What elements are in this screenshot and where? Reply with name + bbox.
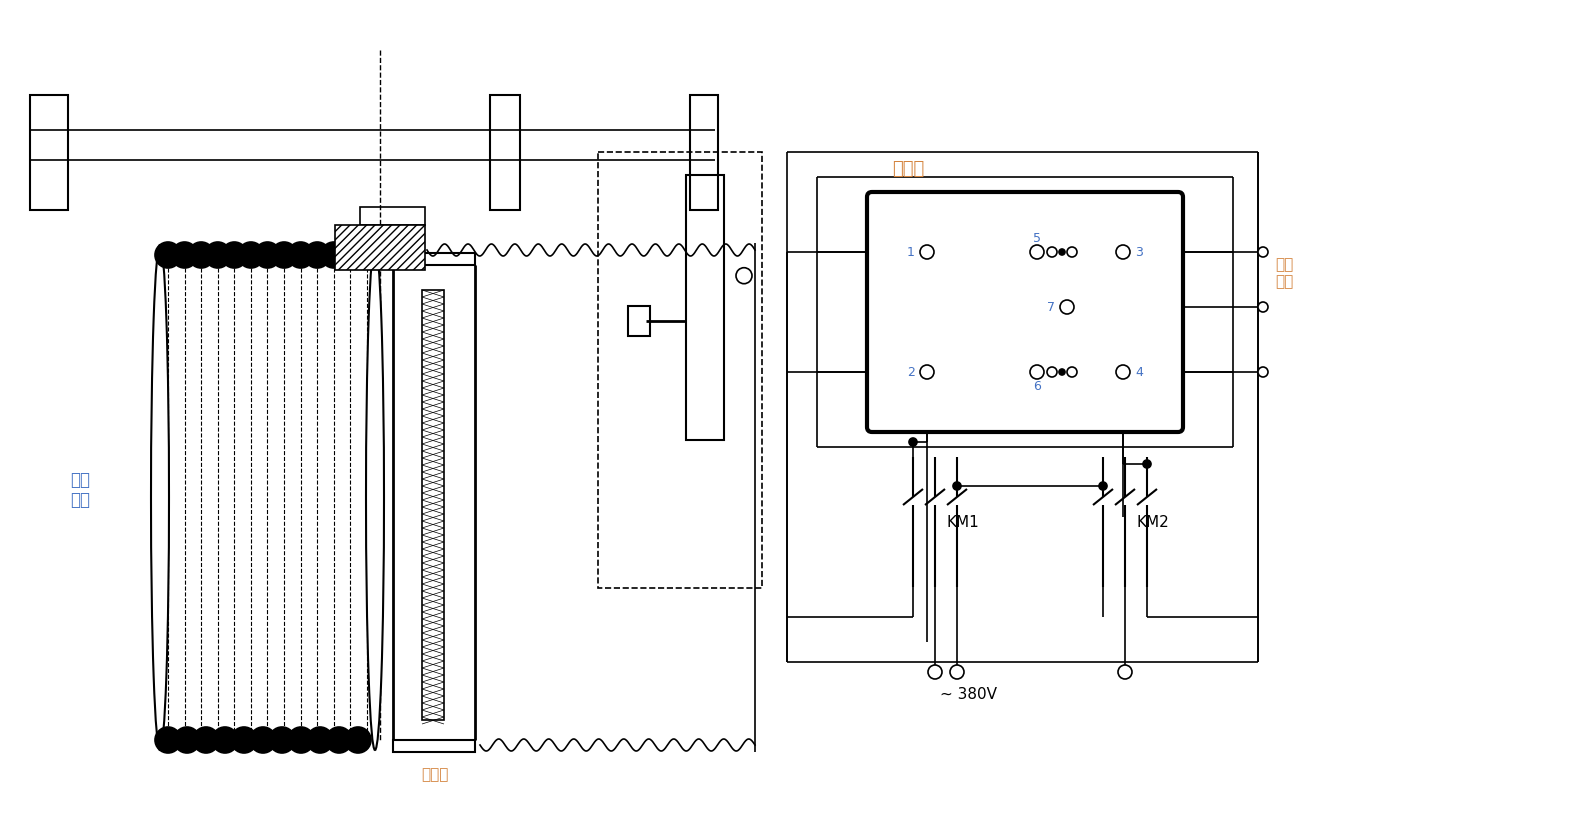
Circle shape (1258, 302, 1268, 312)
Circle shape (737, 268, 753, 284)
Circle shape (304, 242, 331, 268)
Text: KM1: KM1 (947, 515, 980, 530)
Text: KM2: KM2 (1138, 515, 1169, 530)
Circle shape (345, 727, 371, 753)
Circle shape (1118, 665, 1133, 679)
Bar (393, 253, 476, 265)
Bar (336, 225, 425, 270)
Text: 卷扬
电机: 卷扬 电机 (1274, 257, 1293, 290)
Circle shape (221, 242, 247, 268)
Circle shape (188, 242, 215, 268)
Bar (686, 175, 724, 440)
Circle shape (154, 727, 181, 753)
Circle shape (1142, 460, 1150, 468)
Circle shape (950, 665, 964, 679)
Circle shape (1258, 247, 1268, 257)
Bar (30, 95, 68, 210)
Circle shape (1047, 367, 1056, 377)
Text: 7: 7 (1047, 300, 1055, 314)
Text: 2: 2 (907, 365, 915, 378)
Circle shape (920, 245, 934, 259)
Bar (422, 290, 444, 720)
Circle shape (288, 242, 313, 268)
Circle shape (1060, 369, 1064, 375)
Circle shape (355, 242, 380, 268)
Circle shape (154, 242, 181, 268)
Text: 断火器: 断火器 (893, 160, 924, 178)
Text: 钢绳
卷筒: 钢绳 卷筒 (70, 471, 91, 510)
Circle shape (321, 242, 347, 268)
Circle shape (1060, 300, 1074, 314)
Circle shape (307, 727, 333, 753)
Circle shape (326, 727, 352, 753)
Bar (628, 305, 651, 336)
Circle shape (1068, 247, 1077, 257)
Text: 排绳器: 排绳器 (422, 768, 449, 783)
Circle shape (1029, 365, 1044, 379)
Text: 6: 6 (1033, 379, 1041, 393)
Text: 3: 3 (1134, 246, 1142, 258)
Bar (360, 207, 425, 225)
Circle shape (953, 482, 961, 490)
Circle shape (205, 242, 231, 268)
Text: 1: 1 (907, 246, 915, 258)
Circle shape (231, 727, 258, 753)
Circle shape (239, 242, 264, 268)
Text: 4: 4 (1134, 365, 1142, 378)
Circle shape (255, 242, 280, 268)
Text: 5: 5 (1033, 232, 1041, 245)
Bar (690, 95, 718, 210)
Circle shape (1099, 482, 1107, 490)
Circle shape (250, 727, 275, 753)
Circle shape (270, 242, 298, 268)
Circle shape (173, 727, 200, 753)
FancyBboxPatch shape (867, 192, 1184, 432)
Circle shape (212, 727, 239, 753)
Circle shape (337, 242, 363, 268)
Circle shape (1115, 245, 1130, 259)
Circle shape (288, 727, 313, 753)
Bar (598, 152, 762, 588)
Circle shape (1068, 367, 1077, 377)
Circle shape (1029, 245, 1044, 259)
Ellipse shape (151, 245, 169, 750)
Bar (393, 740, 476, 752)
Circle shape (1047, 247, 1056, 257)
Circle shape (172, 242, 197, 268)
Circle shape (269, 727, 294, 753)
Circle shape (1258, 367, 1268, 377)
Circle shape (1060, 249, 1064, 255)
Circle shape (1115, 365, 1130, 379)
Circle shape (928, 665, 942, 679)
Bar (490, 95, 520, 210)
Circle shape (193, 727, 220, 753)
Circle shape (908, 438, 916, 446)
Ellipse shape (366, 245, 383, 750)
Text: ~ 380V: ~ 380V (940, 686, 998, 701)
Circle shape (920, 365, 934, 379)
